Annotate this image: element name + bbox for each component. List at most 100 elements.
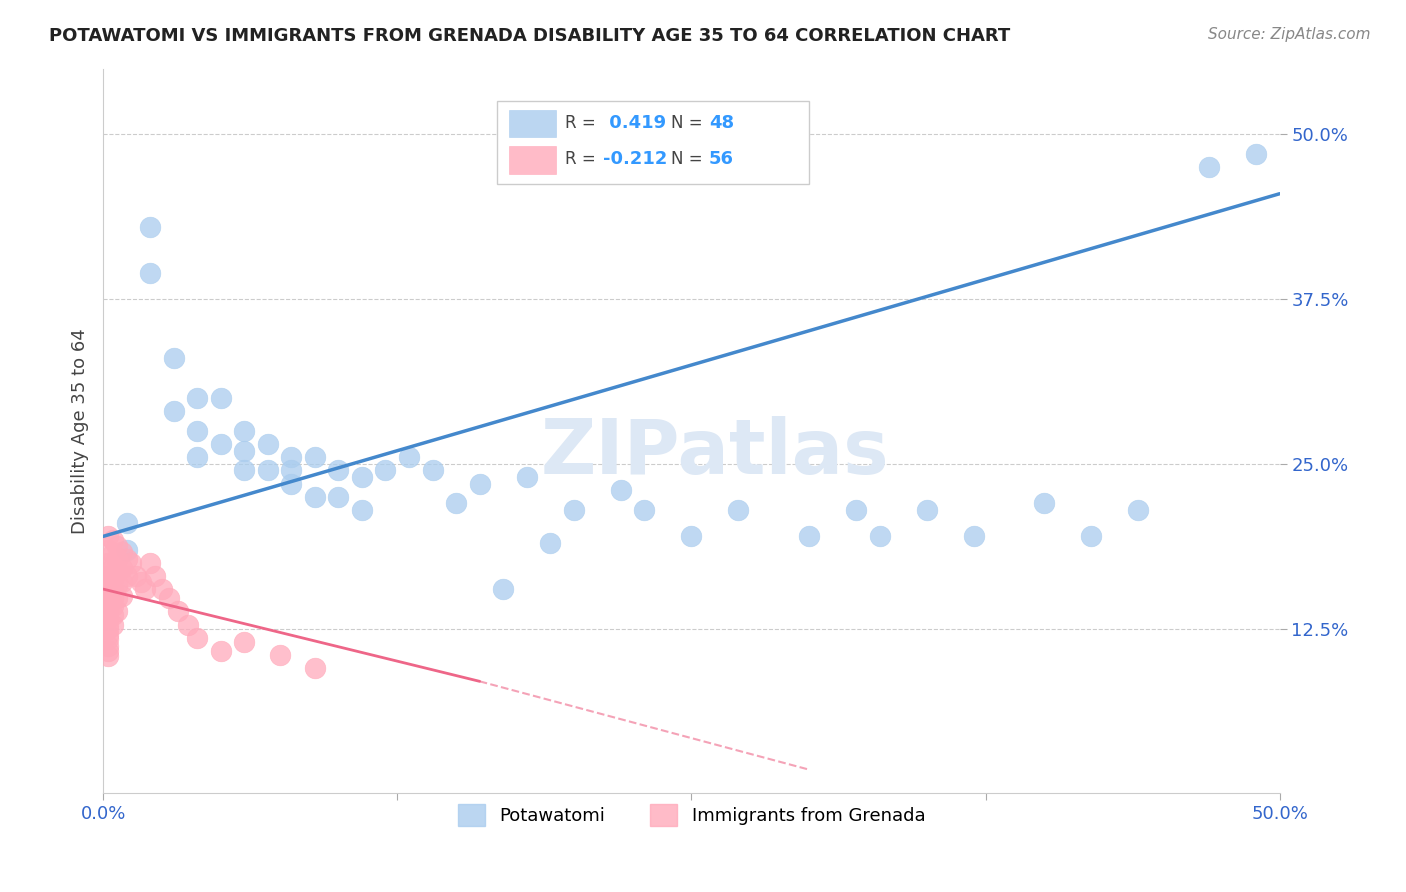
- Point: [1128, 503, 1150, 517]
- Point: [233, 424, 256, 438]
- Point: [105, 539, 128, 553]
- Point: [562, 503, 585, 517]
- Point: [963, 529, 986, 543]
- Point: [163, 351, 186, 366]
- Text: POTAWATOMI VS IMMIGRANTS FROM GRENADA DISABILITY AGE 35 TO 64 CORRELATION CHART: POTAWATOMI VS IMMIGRANTS FROM GRENADA DI…: [49, 27, 1011, 45]
- Point: [143, 569, 166, 583]
- Point: [269, 648, 291, 662]
- Point: [869, 529, 891, 543]
- FancyBboxPatch shape: [498, 101, 808, 185]
- Point: [328, 463, 350, 477]
- Point: [101, 608, 124, 623]
- Point: [97, 556, 120, 570]
- Point: [97, 529, 120, 543]
- Point: [1244, 147, 1267, 161]
- Point: [209, 391, 232, 405]
- Point: [105, 605, 128, 619]
- Point: [97, 632, 120, 647]
- Point: [125, 569, 148, 583]
- FancyBboxPatch shape: [509, 146, 557, 174]
- Point: [157, 591, 180, 606]
- Point: [97, 594, 120, 608]
- Point: [150, 582, 173, 596]
- Point: [101, 583, 124, 598]
- Point: [681, 529, 703, 543]
- Point: [97, 622, 120, 636]
- Point: [374, 463, 396, 477]
- Point: [97, 589, 120, 603]
- Point: [304, 450, 326, 465]
- Point: [134, 582, 156, 596]
- Legend: Potawatomi, Immigrants from Grenada: Potawatomi, Immigrants from Grenada: [449, 795, 934, 835]
- Point: [97, 611, 120, 625]
- Text: N =: N =: [672, 150, 703, 168]
- Point: [111, 561, 134, 575]
- Point: [105, 551, 128, 566]
- Text: 48: 48: [709, 114, 734, 132]
- Point: [101, 599, 124, 614]
- Point: [186, 424, 208, 438]
- Text: 56: 56: [709, 150, 734, 168]
- Point: [111, 575, 134, 590]
- Point: [97, 649, 120, 664]
- Point: [120, 556, 142, 570]
- Text: R =: R =: [565, 114, 596, 132]
- Point: [233, 443, 256, 458]
- Point: [209, 644, 232, 658]
- Point: [633, 503, 655, 517]
- Point: [163, 404, 186, 418]
- Point: [111, 545, 134, 559]
- Point: [97, 562, 120, 576]
- Point: [186, 631, 208, 645]
- Point: [1033, 496, 1056, 510]
- Point: [845, 503, 868, 517]
- Point: [177, 617, 200, 632]
- Point: [101, 617, 124, 632]
- Point: [105, 591, 128, 606]
- Point: [167, 605, 190, 619]
- Point: [304, 661, 326, 675]
- Point: [129, 575, 152, 590]
- Text: R =: R =: [565, 150, 596, 168]
- FancyBboxPatch shape: [509, 110, 557, 137]
- Point: [115, 551, 138, 566]
- Point: [101, 559, 124, 574]
- Point: [139, 266, 162, 280]
- Point: [97, 583, 120, 598]
- Point: [97, 617, 120, 632]
- Point: [516, 470, 538, 484]
- Point: [115, 542, 138, 557]
- Point: [492, 582, 515, 596]
- Point: [139, 219, 162, 234]
- Point: [209, 437, 232, 451]
- Point: [1080, 529, 1102, 543]
- Point: [350, 503, 373, 517]
- Point: [115, 516, 138, 531]
- Point: [97, 573, 120, 587]
- Point: [97, 644, 120, 658]
- Point: [280, 476, 302, 491]
- Point: [233, 634, 256, 648]
- Point: [101, 572, 124, 586]
- Point: [350, 470, 373, 484]
- Text: 0.419: 0.419: [603, 114, 666, 132]
- Point: [97, 599, 120, 614]
- Point: [97, 605, 120, 619]
- Point: [1198, 161, 1220, 175]
- Text: -0.212: -0.212: [603, 150, 668, 168]
- Point: [538, 536, 561, 550]
- Point: [101, 547, 124, 561]
- Point: [328, 490, 350, 504]
- Point: [610, 483, 633, 498]
- Point: [97, 569, 120, 583]
- Point: [468, 476, 491, 491]
- Point: [280, 463, 302, 477]
- Point: [101, 591, 124, 606]
- Point: [444, 496, 467, 510]
- Text: Source: ZipAtlas.com: Source: ZipAtlas.com: [1208, 27, 1371, 42]
- Point: [915, 503, 938, 517]
- Text: ZIPatlas: ZIPatlas: [540, 416, 889, 490]
- Point: [727, 503, 749, 517]
- Point: [139, 556, 162, 570]
- Y-axis label: Disability Age 35 to 64: Disability Age 35 to 64: [72, 328, 89, 533]
